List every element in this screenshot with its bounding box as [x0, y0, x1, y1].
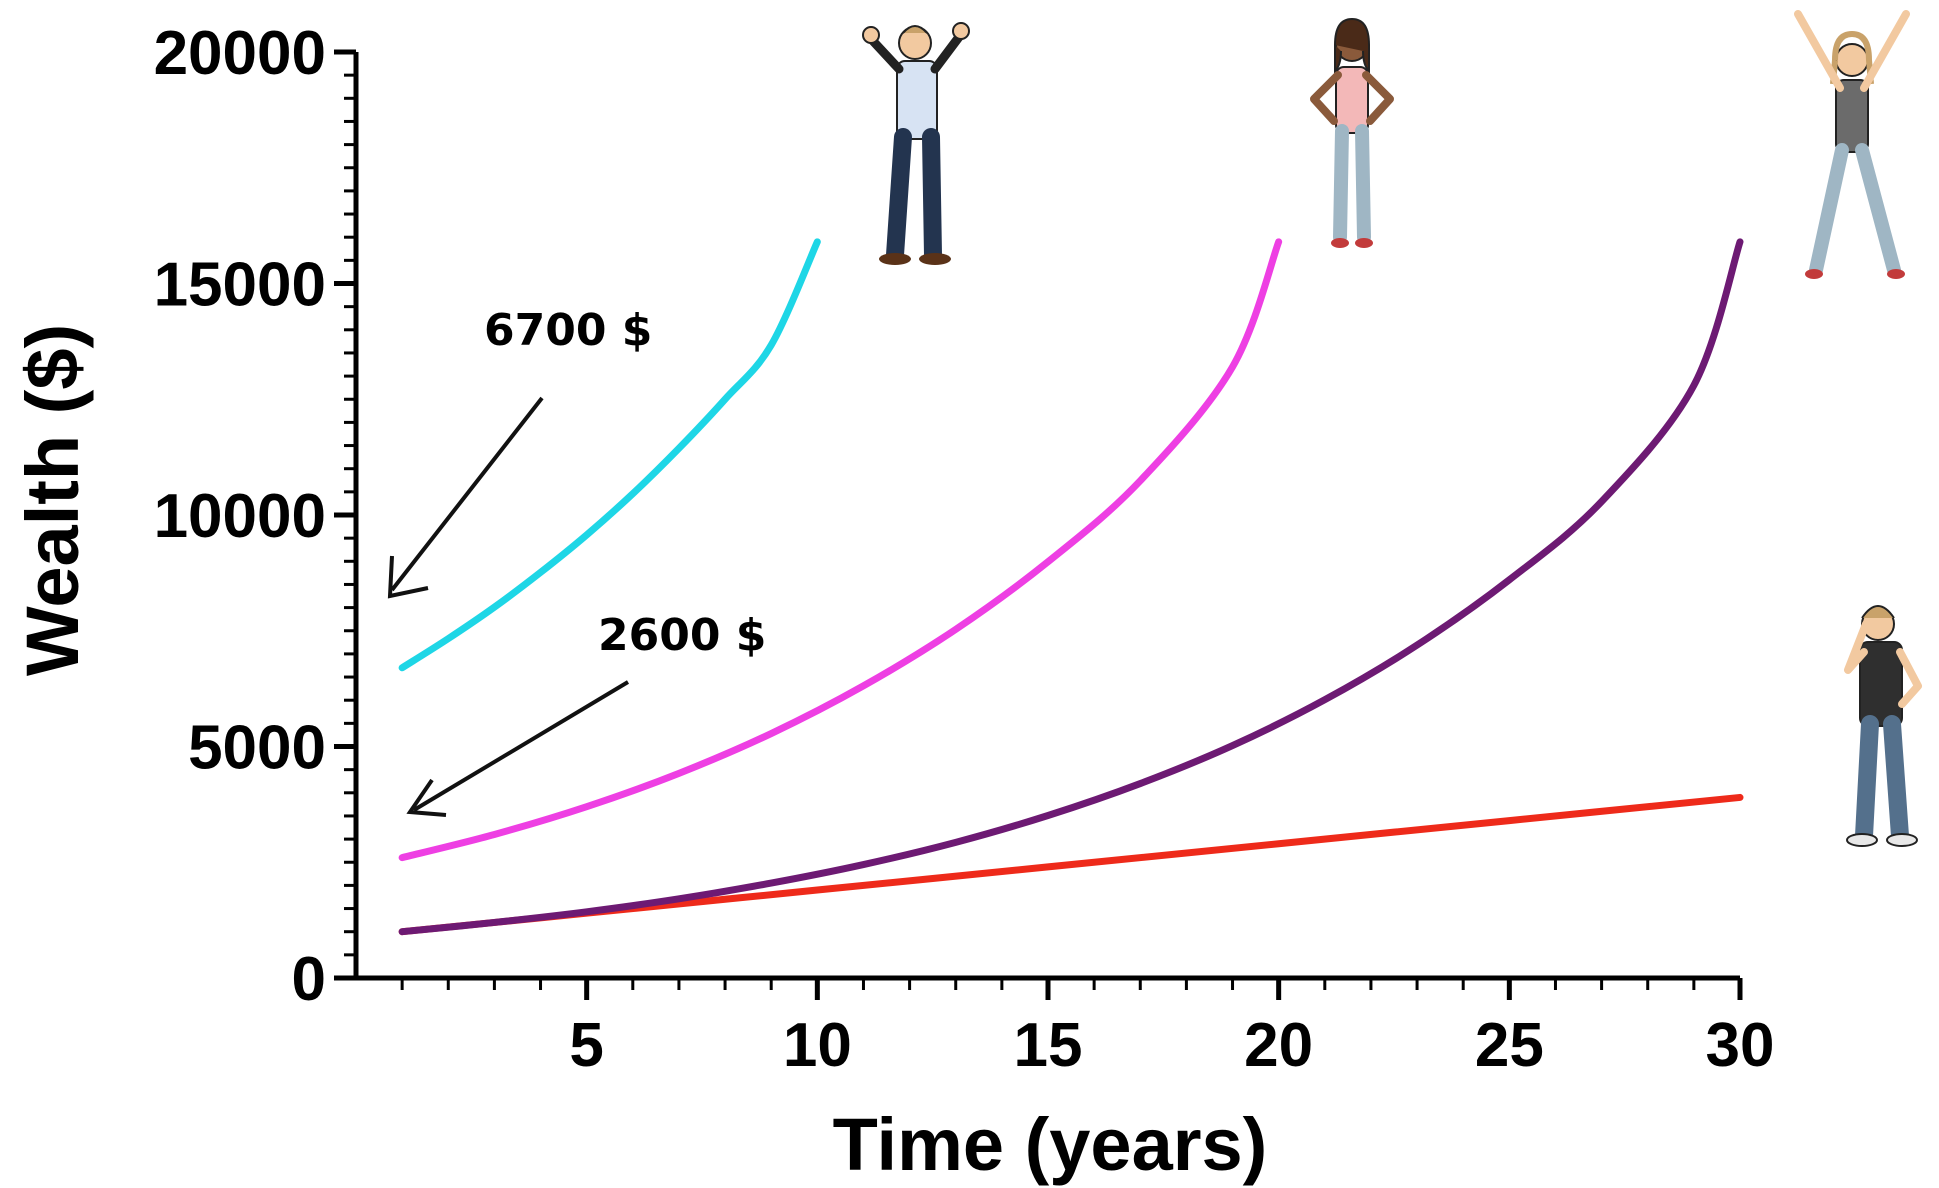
- y-tick-label: 15000: [154, 251, 326, 320]
- x-axis-title: Time (years): [833, 1103, 1268, 1186]
- annotation-6700: 6700 $: [484, 305, 652, 356]
- x-tick-label: 25: [1475, 1011, 1544, 1080]
- x-tick-label: 20: [1244, 1011, 1313, 1080]
- x-tick-label: 15: [1014, 1011, 1083, 1080]
- series-line-2: [398, 238, 1283, 862]
- y-tick-label: 5000: [188, 714, 326, 783]
- series-line-1: [398, 238, 821, 672]
- axes: 0 5000 10000 15000 20000 5 10 15 20 25 30: [154, 19, 1775, 1080]
- y-tick-label: 0: [292, 945, 326, 1014]
- x-tick-label: 30: [1706, 1011, 1775, 1080]
- series-layer: [398, 238, 1744, 936]
- y-tick-label: 20000: [154, 19, 326, 88]
- annotation-arrow-6700: [387, 396, 544, 599]
- man-worried-icon: [1844, 605, 1922, 847]
- woman-jumping-icon: [1794, 10, 1910, 279]
- series-line-3: [398, 238, 1744, 936]
- woman-hands-on-hips-icon: [1310, 17, 1394, 248]
- y-axis-title: Wealth ($): [11, 324, 94, 676]
- x-tick-label: 5: [569, 1011, 603, 1080]
- x-tick-label: 10: [783, 1011, 852, 1080]
- annotation-arrow-2600: [406, 680, 630, 817]
- annotation-2600: 2600 $: [598, 610, 766, 661]
- man-celebrating-icon: [862, 22, 970, 265]
- y-tick-label: 10000: [154, 482, 326, 551]
